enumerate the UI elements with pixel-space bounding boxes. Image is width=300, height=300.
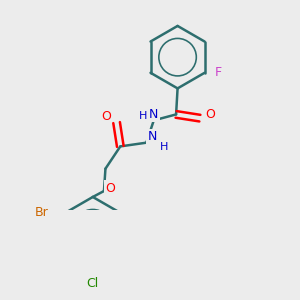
Text: O: O [101, 110, 111, 123]
Text: N: N [149, 108, 158, 121]
Text: N: N [148, 130, 157, 143]
Text: Br: Br [34, 206, 48, 219]
Text: O: O [105, 182, 115, 194]
Text: H: H [160, 142, 168, 152]
Text: O: O [206, 108, 215, 121]
Text: H: H [139, 111, 148, 121]
Text: F: F [214, 66, 222, 79]
Text: Cl: Cl [87, 278, 99, 290]
